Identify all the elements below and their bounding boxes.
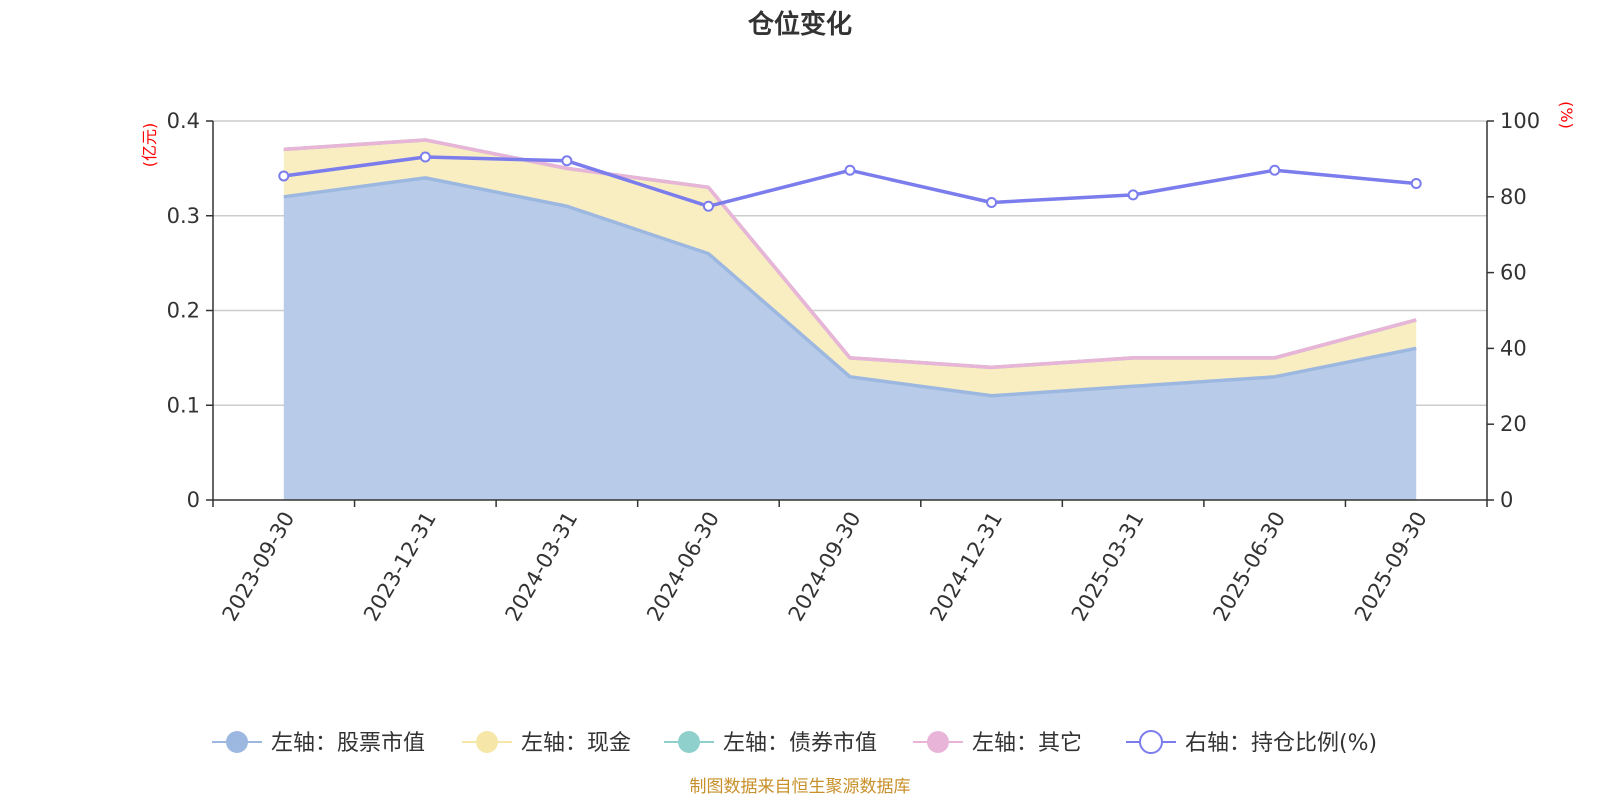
legend-label: 右轴：持仓比例(%) (1185, 731, 1377, 756)
ratio-point (702, 200, 714, 212)
legend: 左轴：股票市值 左轴：现金 左轴：债券市值 左轴：其它 右轴：持仓比例(%) (212, 730, 1377, 756)
right-tick-label: 60 (1500, 261, 1527, 285)
legend-marker (678, 731, 700, 753)
area-series (283, 139, 1417, 500)
right-axis-unit: (%) (1557, 101, 1576, 129)
x-tick-label: 2024-12-31 (925, 508, 1007, 626)
legend-item: 左轴：债券市值 (664, 731, 877, 756)
left-tick-label: 0.4 (167, 109, 200, 133)
legend-item: 左轴：现金 (462, 731, 631, 756)
legend-marker (226, 731, 248, 753)
legend-label: 左轴：债券市值 (723, 731, 877, 756)
line-series (278, 138, 1422, 398)
right-tick-label: 100 (1500, 109, 1540, 133)
left-axis-unit: (亿元) (140, 123, 159, 168)
legend-marker (927, 731, 949, 753)
edge-line-左轴：股票市值 (283, 176, 1417, 398)
chart-title: 仓位变化 (747, 9, 852, 40)
right-tick-label: 20 (1500, 412, 1527, 436)
right-tick-label: 80 (1500, 185, 1527, 209)
right-tick-label: 40 (1500, 336, 1527, 360)
left-tick-label: 0.3 (167, 204, 200, 228)
ratio-point (1127, 189, 1139, 201)
x-tick-label: 2025-09-30 (1350, 508, 1432, 626)
legend-item: 左轴：其它 (913, 731, 1082, 756)
legend-marker (1139, 730, 1163, 754)
x-tick-label: 2025-06-30 (1208, 508, 1290, 626)
ratio-point (1410, 178, 1422, 190)
area-左轴：股票市值 (283, 177, 1417, 500)
legend-label: 左轴：其它 (972, 731, 1082, 756)
left-tick-label: 0.2 (167, 299, 200, 323)
ratio-point (844, 164, 856, 176)
left-tick-label: 0 (187, 488, 200, 512)
x-tick-label: 2023-09-30 (217, 508, 299, 626)
x-tick-label: 2024-09-30 (784, 508, 866, 626)
left-tick-label: 0.1 (167, 393, 200, 417)
ratio-point (561, 155, 573, 167)
x-tick-label: 2024-06-30 (642, 508, 724, 626)
ratio-point (419, 151, 431, 163)
legend-marker (476, 731, 498, 753)
right-tick-label: 0 (1500, 488, 1513, 512)
area-左轴：现金 (283, 139, 1417, 396)
legend-item: 右轴：持仓比例(%) (1126, 730, 1377, 756)
ratio-point (278, 170, 290, 182)
x-tick-label: 2024-03-31 (501, 508, 583, 626)
x-tick-label: 2025-03-31 (1067, 508, 1149, 626)
legend-item: 左轴：股票市值 (212, 731, 425, 756)
x-tick-label: 2023-12-31 (359, 508, 441, 626)
data-source-note: 制图数据来自恒生聚源数据库 (690, 777, 911, 797)
ratio-point (986, 196, 998, 208)
legend-label: 左轴：股票市值 (271, 731, 425, 756)
legend-label: 左轴：现金 (521, 731, 631, 756)
ratio-point (1269, 164, 1281, 176)
edge-line-左轴：其它 (283, 138, 1417, 370)
